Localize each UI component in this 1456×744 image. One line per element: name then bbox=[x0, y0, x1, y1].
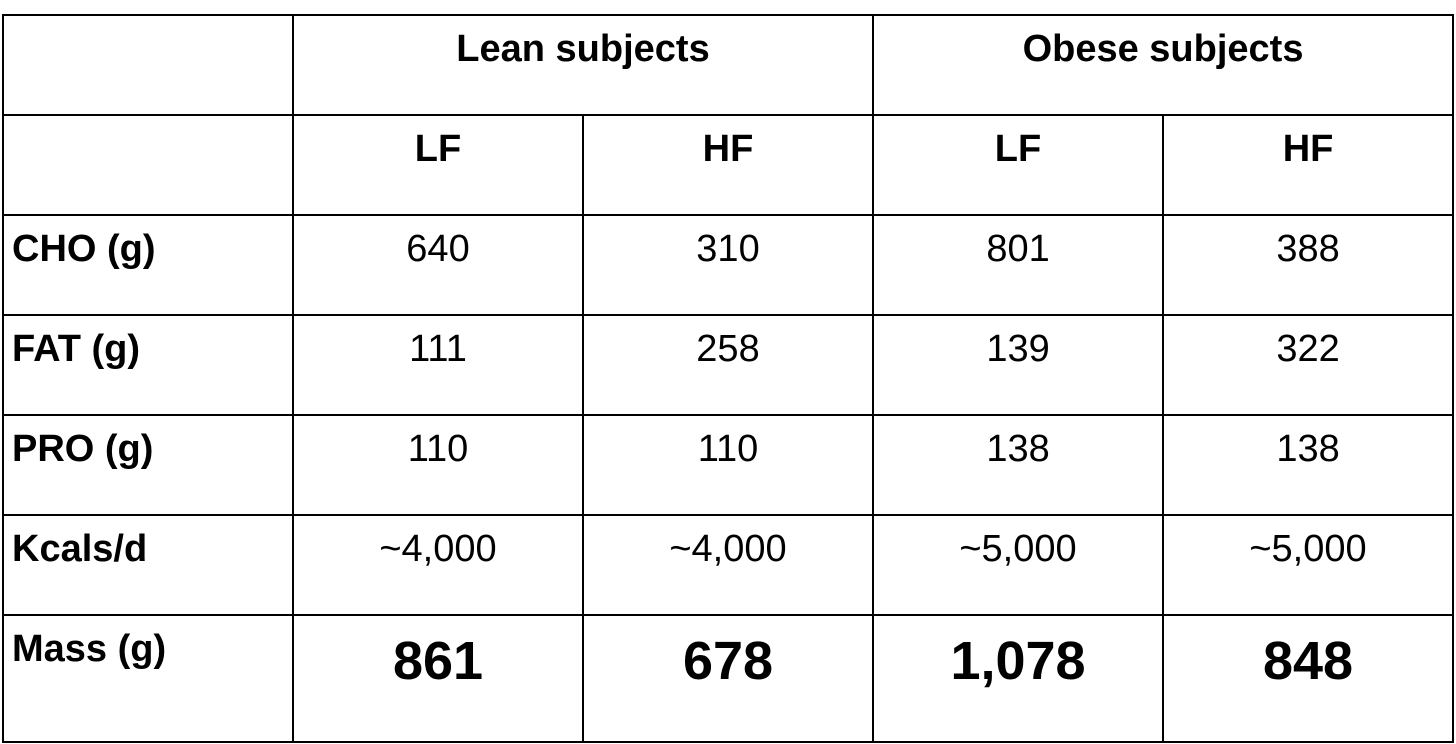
value-cell: 110 bbox=[292, 414, 584, 516]
corner-cell bbox=[2, 114, 294, 216]
value-cell: 310 bbox=[581, 214, 875, 316]
table-row: Mass (g) 861 678 1,078 848 bbox=[2, 614, 1455, 743]
corner-cell bbox=[2, 14, 294, 116]
value-cell: 138 bbox=[1162, 414, 1455, 516]
value-cell: 1,078 bbox=[872, 614, 1165, 743]
value-cell: 848 bbox=[1162, 614, 1455, 743]
row-label: PRO (g) bbox=[2, 414, 294, 516]
value-cell: ~5,000 bbox=[1162, 514, 1455, 616]
row-label: CHO (g) bbox=[2, 214, 294, 316]
table-row: CHO (g) 640 310 801 388 bbox=[2, 214, 1455, 316]
table-row: Kcals/d ~4,000 ~4,000 ~5,000 ~5,000 bbox=[2, 514, 1455, 616]
diet-table: Lean subjects Obese subjects LF HF LF HF CHO (… bbox=[2, 14, 1455, 743]
group-header: Lean subjects bbox=[291, 14, 875, 116]
value-cell: 640 bbox=[292, 214, 584, 316]
value-cell: 388 bbox=[1162, 214, 1455, 316]
table-row: FAT (g) 111 258 139 322 bbox=[2, 314, 1455, 416]
value-cell: 678 bbox=[581, 614, 875, 743]
row-label: Mass (g) bbox=[2, 614, 294, 743]
table-row: PRO (g) 110 110 138 138 bbox=[2, 414, 1455, 516]
value-cell: ~4,000 bbox=[581, 514, 875, 616]
group-header: Obese subjects bbox=[872, 14, 1455, 116]
sub-header: HF bbox=[1162, 114, 1455, 216]
table-body: Lean subjects Obese subjects LF HF LF HF CHO (… bbox=[2, 14, 1455, 743]
sub-header: LF bbox=[872, 114, 1165, 216]
value-cell: 801 bbox=[872, 214, 1165, 316]
value-cell: 139 bbox=[872, 314, 1165, 416]
row-label: FAT (g) bbox=[2, 314, 294, 416]
value-cell: 110 bbox=[581, 414, 875, 516]
value-cell: 111 bbox=[292, 314, 584, 416]
value-cell: 861 bbox=[292, 614, 584, 743]
sub-header: HF bbox=[581, 114, 875, 216]
row-label: Kcals/d bbox=[2, 514, 294, 616]
table-row: Lean subjects Obese subjects bbox=[2, 14, 1455, 116]
value-cell: 258 bbox=[581, 314, 875, 416]
value-cell: 138 bbox=[872, 414, 1165, 516]
sub-header: LF bbox=[292, 114, 584, 216]
value-cell: ~5,000 bbox=[872, 514, 1165, 616]
table-row: LF HF LF HF bbox=[2, 114, 1455, 216]
value-cell: ~4,000 bbox=[292, 514, 584, 616]
value-cell: 322 bbox=[1162, 314, 1455, 416]
